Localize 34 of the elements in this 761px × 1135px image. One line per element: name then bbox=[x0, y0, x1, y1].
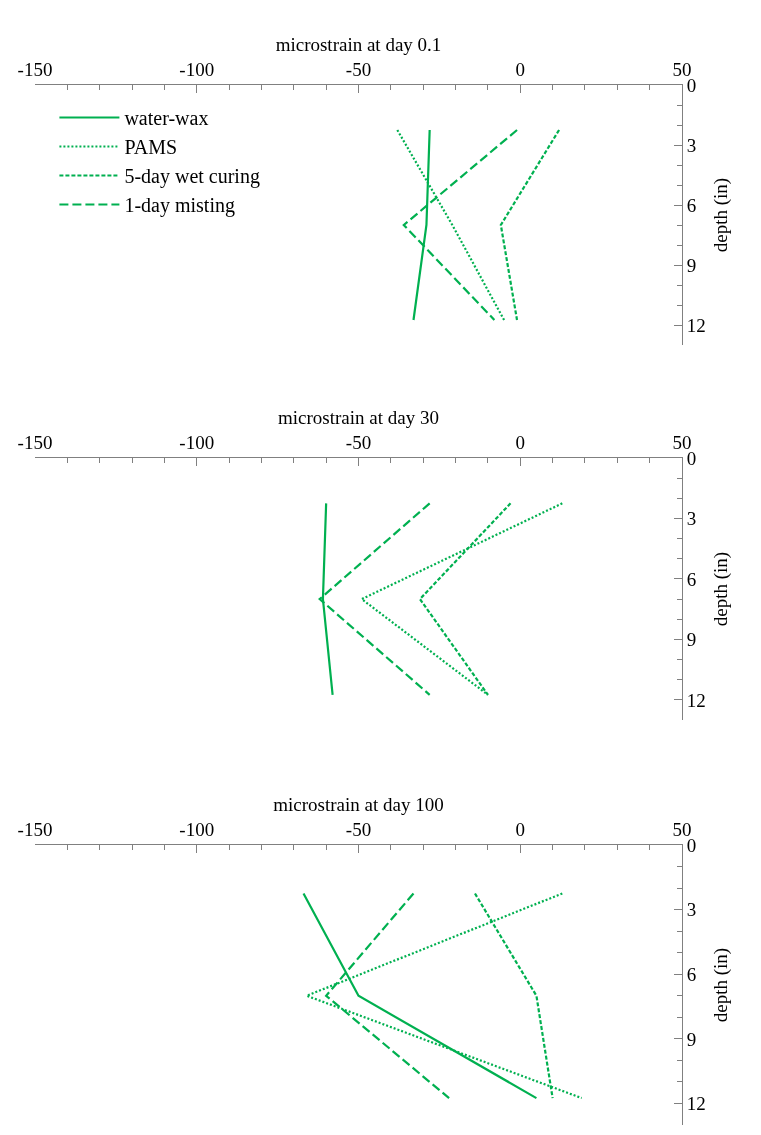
legend-label: 1-day misting bbox=[124, 194, 235, 218]
x-tick-label: -100 bbox=[179, 59, 215, 81]
y-tick-label: 12 bbox=[686, 689, 706, 711]
x-tick-label: -50 bbox=[345, 59, 372, 81]
x-axis-title: microstrain at day 0.1 bbox=[275, 34, 442, 56]
legend-label: PAMS bbox=[124, 136, 178, 159]
y-tick-label: 6 bbox=[686, 568, 697, 590]
y-tick-label: 6 bbox=[686, 194, 697, 216]
y-tick-label: 3 bbox=[686, 899, 697, 921]
x-tick-label: -150 bbox=[17, 819, 53, 841]
x-axis-title: microstrain at day 30 bbox=[278, 407, 439, 429]
y-tick-label: 6 bbox=[686, 963, 697, 985]
y-tick-label: 12 bbox=[686, 314, 706, 336]
x-tick-label: -50 bbox=[345, 432, 372, 454]
x-tick-label: -100 bbox=[179, 819, 215, 841]
y-tick-label: 9 bbox=[686, 629, 697, 651]
x-tick-label: 0 bbox=[515, 59, 525, 81]
x-tick-label: -50 bbox=[345, 819, 372, 841]
legend-label: 5-day wet curing bbox=[124, 165, 260, 189]
x-tick-label: -100 bbox=[179, 432, 215, 454]
x-tick-label: 0 bbox=[515, 432, 525, 454]
y-tick-label: 3 bbox=[686, 134, 697, 156]
y-tick-label: 9 bbox=[686, 254, 697, 276]
x-axis-title: microstrain at day 100 bbox=[273, 794, 444, 816]
legend-label: water-wax bbox=[124, 107, 209, 130]
y-tick-label: 12 bbox=[686, 1093, 706, 1115]
y-axis-title: depth (in) bbox=[709, 177, 732, 253]
y-tick-label: 3 bbox=[686, 508, 697, 530]
x-tick-label: -150 bbox=[17, 59, 53, 81]
x-tick-label: -150 bbox=[17, 432, 53, 454]
y-axis-title: depth (in) bbox=[709, 947, 732, 1023]
y-axis-title: depth (in) bbox=[709, 551, 732, 627]
x-tick-label: 0 bbox=[515, 819, 525, 841]
y-tick-label: 9 bbox=[686, 1028, 697, 1050]
